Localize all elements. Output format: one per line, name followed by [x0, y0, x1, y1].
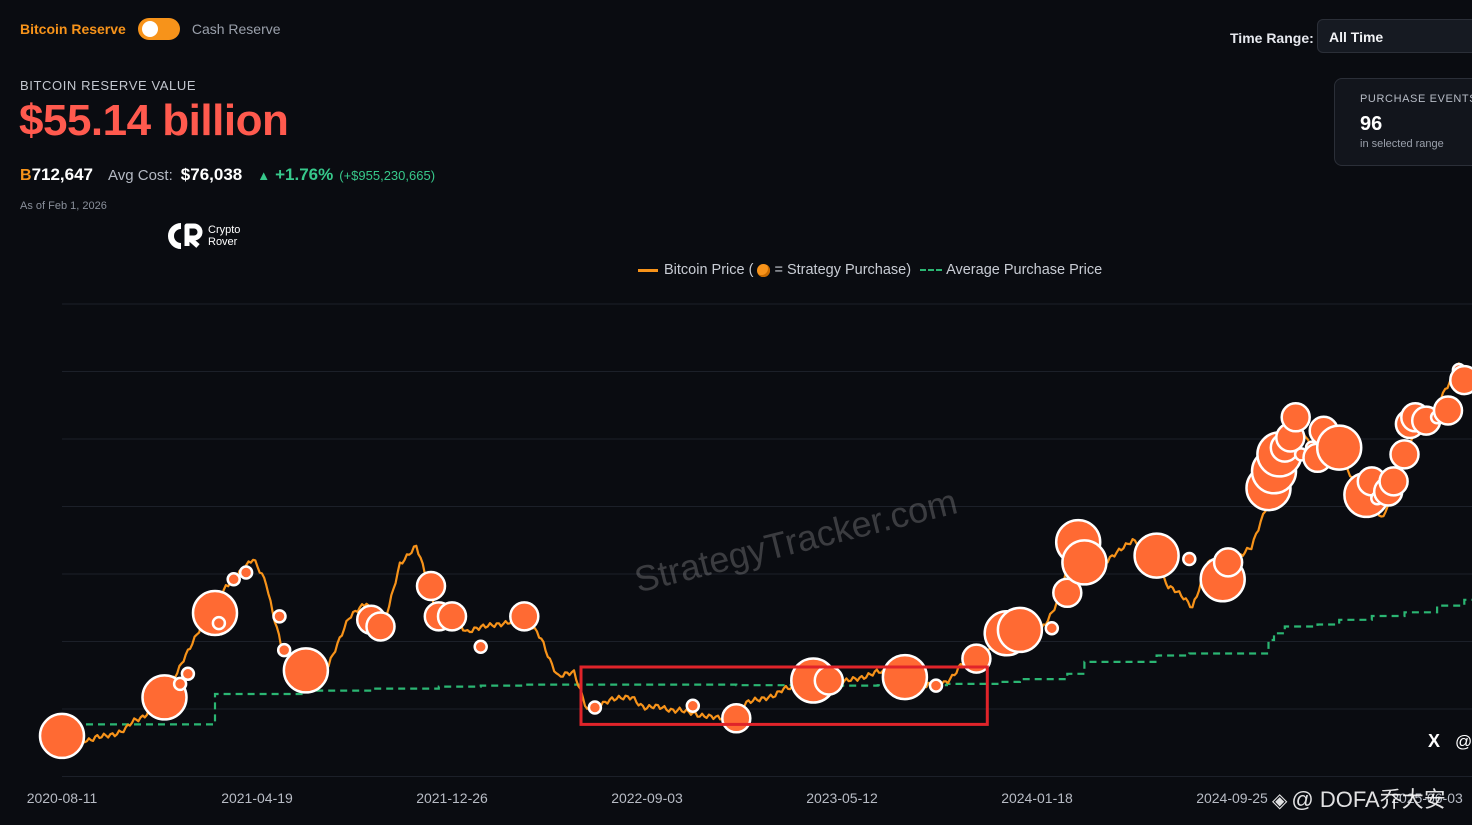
purchase-dot	[721, 703, 752, 734]
credit-watermark: ◈ @ DOFA乔大安	[1272, 782, 1446, 814]
purchase-dot	[1212, 547, 1244, 578]
x-logo-icon: X	[1428, 731, 1441, 751]
logo-line-2: Rover	[208, 236, 238, 248]
purchase-dot	[473, 639, 488, 655]
reserve-value: $55.14 billion	[19, 96, 289, 145]
btc-amount: 712,647	[31, 165, 94, 184]
legend-price-label: Bitcoin Price (	[664, 262, 754, 278]
purchase-dot	[180, 666, 196, 682]
time-range-select[interactable]: All Time	[1317, 19, 1472, 53]
logo-text: Crypto Rover	[208, 224, 240, 248]
purchase-events-title: PURCHASE EVENTS	[1360, 93, 1472, 105]
reserve-toggle[interactable]: Bitcoin Reserve Cash Reserve	[20, 18, 281, 40]
crypto-rover-logo: Crypto Rover	[165, 222, 255, 254]
average-price-layer	[62, 598, 1472, 726]
purchase-events-subtitle: in selected range	[1360, 138, 1444, 150]
credit-text: @ DOFA乔大安	[1291, 787, 1446, 812]
x-axis-labels: 2020-08-11 2021-04-19 2021-12-26 2022-09-03…	[27, 790, 1463, 806]
x-tick-label: 2021-04-19	[221, 790, 293, 806]
purchase-dot	[813, 665, 845, 696]
purchase-dot	[587, 700, 603, 715]
crypto-rover-mark-icon	[168, 223, 203, 249]
purchase-dot	[1061, 539, 1108, 586]
change-amount: (+$955,230,665)	[339, 168, 436, 183]
reserve-switch[interactable]	[137, 18, 180, 40]
purchase-dot	[1449, 364, 1472, 396]
purchase-dot	[38, 712, 86, 760]
purchase-dot	[276, 642, 292, 658]
purchase-dot	[1432, 395, 1464, 426]
x-tick-label: 2024-09-25	[1196, 790, 1268, 806]
purchase-dot	[881, 653, 929, 701]
change-percent: +1.76%	[275, 165, 334, 184]
bitcoin-symbol: B	[20, 167, 32, 184]
legend-purchase-dot-icon	[757, 263, 771, 277]
purchase-events-card: PURCHASE EVENTS 96 in selected range	[1334, 78, 1472, 166]
highlight-box	[579, 665, 989, 726]
diamond-logo-icon: ◈	[1272, 790, 1288, 812]
legend-average-label: Average Purchase Price	[946, 262, 1103, 278]
purchase-dot	[509, 601, 540, 632]
purchase-dot	[211, 615, 227, 631]
x-tick-label: 2025-06-03	[1391, 790, 1463, 806]
x-tick-label: 2022-09-03	[611, 790, 683, 806]
purchase-dot	[436, 601, 468, 632]
at-icon: @	[1455, 732, 1472, 751]
purchase-dot	[928, 678, 944, 693]
purchase-dot	[1052, 577, 1083, 609]
purchase-dot	[238, 565, 254, 580]
purchase-dot	[415, 570, 447, 602]
legend-purchase-label: = Strategy Purchase)	[774, 262, 912, 278]
avg-cost-value: $76,038	[180, 165, 243, 184]
purchase-dot	[226, 572, 241, 587]
purchase-dot	[172, 676, 188, 692]
x-tick-label: 2021-12-26	[416, 790, 488, 806]
purchase-dot	[1378, 466, 1409, 497]
bitcoin-reserve-label[interactable]: Bitcoin Reserve	[20, 21, 126, 37]
as-of-date: As of Feb 1, 2026	[20, 200, 107, 212]
chart-legend: Bitcoin Price ( = Strategy Purchase) Ave…	[638, 262, 1102, 278]
legend-price-swatch	[638, 268, 658, 272]
purchase-dot	[282, 647, 330, 694]
up-arrow-icon: ▲	[257, 168, 271, 183]
purchase-dot	[1389, 439, 1420, 470]
switch-knob	[141, 21, 158, 37]
purchase-dots-layer	[38, 362, 1472, 760]
logo-line-1: Crypto	[208, 224, 241, 236]
purchase-dot	[1044, 620, 1060, 636]
x-tick-label: 2020-08-11	[27, 790, 98, 806]
purchase-dot	[1315, 424, 1363, 471]
x-tick-label: 2024-01-18	[1001, 790, 1073, 806]
chart-grid	[62, 303, 1472, 777]
price-chart: StrategyTracker.com 2020-08-11 2021-04-19…	[27, 303, 1472, 806]
purchase-dot	[685, 698, 701, 714]
time-range-value: All Time	[1329, 29, 1384, 45]
watermark: StrategyTracker.com	[630, 481, 961, 601]
purchase-dot	[1182, 551, 1197, 567]
purchase-dot	[1133, 532, 1180, 579]
avg-cost-label: Avg Cost:	[108, 167, 173, 184]
stats-row: B 712,647 Avg Cost: $76,038 ▲ +1.76% (+$…	[20, 165, 435, 185]
average-price-line	[62, 598, 1472, 726]
purchase-dot	[365, 611, 396, 642]
cash-reserve-label[interactable]: Cash Reserve	[191, 21, 281, 37]
purchase-dot	[272, 609, 287, 624]
purchase-events-count: 96	[1360, 113, 1383, 135]
highlight-layer	[579, 665, 989, 726]
x-tick-label: 2023-05-12	[806, 790, 878, 806]
purchase-dot	[1280, 402, 1311, 433]
reserve-heading: BITCOIN RESERVE VALUE	[20, 78, 197, 93]
purchase-dot	[996, 606, 1044, 654]
time-range-label: Time Range:	[1230, 30, 1314, 46]
legend-average-swatch	[920, 269, 943, 271]
